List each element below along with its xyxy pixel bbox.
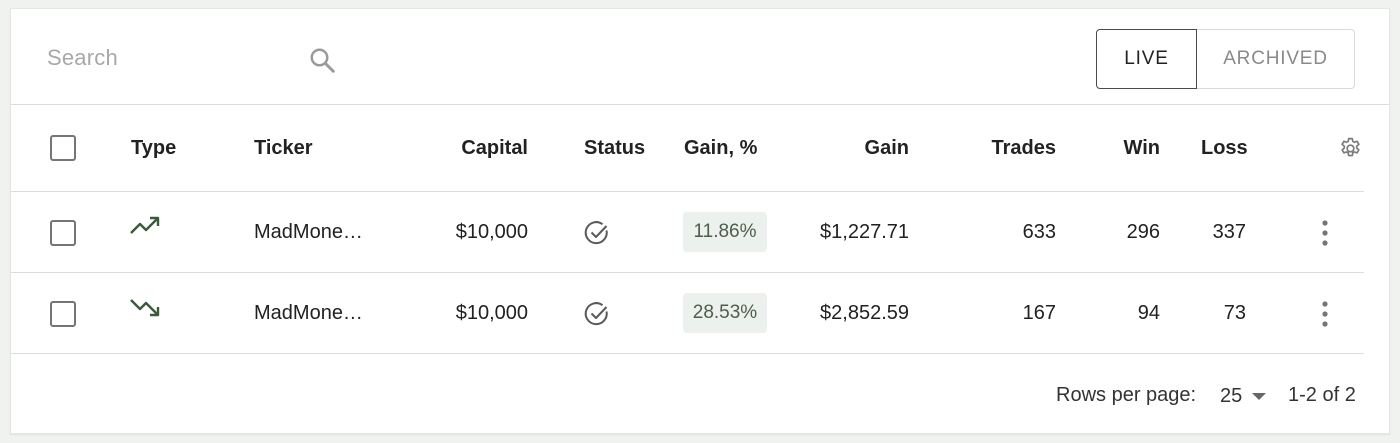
column-header-status[interactable]: Status	[584, 136, 646, 159]
strategies-table: Type Ticker Capital Status Gain, % Gain …	[11, 105, 1364, 354]
column-header-win[interactable]: Win	[1123, 136, 1160, 159]
chevron-down-icon[interactable]	[1252, 392, 1267, 400]
win-cell: 296	[1126, 220, 1160, 243]
capital-cell: $10,000	[455, 220, 528, 243]
column-header-ticker[interactable]: Ticker	[254, 136, 313, 159]
loss-cell: 337	[1212, 220, 1246, 243]
table-header-row: Type Ticker Capital Status Gain, % Gain …	[11, 105, 1364, 192]
column-header-gain[interactable]: Gain	[864, 136, 909, 159]
column-header-loss[interactable]: Loss	[1201, 136, 1248, 159]
gain-percent-badge: 11.86%	[683, 212, 767, 252]
toggle-live-button[interactable]: LIVE	[1096, 29, 1197, 89]
table-toolbar: Search LIVE ARCHIVED	[11, 9, 1389, 105]
check-circle-icon	[584, 302, 608, 326]
column-settings-gear-icon[interactable]	[1338, 136, 1363, 161]
search-input[interactable]: Search	[47, 45, 118, 70]
check-circle-icon	[584, 221, 608, 245]
search-icon[interactable]	[307, 45, 337, 75]
gain-cell: $1,227.71	[820, 220, 909, 243]
table-row[interactable]: MadMone… $10,000 11.86% $1,227.71 633 29…	[11, 192, 1364, 273]
gain-percent-badge: 28.53%	[683, 293, 767, 333]
row-checkbox[interactable]	[50, 220, 76, 246]
trades-cell: 167	[1022, 301, 1056, 324]
trades-cell: 633	[1022, 220, 1056, 243]
row-more-actions-icon[interactable]	[1313, 298, 1337, 330]
toggle-archived-button[interactable]: ARCHIVED	[1197, 29, 1355, 89]
column-header-capital[interactable]: Capital	[461, 136, 528, 159]
select-all-checkbox[interactable]	[50, 135, 76, 161]
win-cell: 94	[1137, 301, 1160, 324]
column-header-type[interactable]: Type	[131, 136, 177, 159]
live-archived-toggle: LIVE ARCHIVED	[1096, 29, 1355, 89]
rows-per-page-select[interactable]: 25	[1220, 382, 1267, 410]
rows-per-page-value[interactable]: 25	[1220, 384, 1243, 407]
ticker-cell: MadMone…	[254, 220, 363, 243]
row-more-actions-icon[interactable]	[1313, 217, 1337, 249]
table-pagination-footer: Rows per page: 25 1-2 of 2	[11, 356, 1389, 434]
loss-cell: 73	[1223, 301, 1246, 324]
ticker-cell: MadMone…	[254, 301, 363, 324]
column-header-trades[interactable]: Trades	[991, 136, 1056, 159]
pagination-range: 1-2 of 2	[1288, 384, 1356, 406]
trending-up-icon	[130, 216, 160, 234]
trending-down-icon	[130, 299, 160, 317]
rows-per-page-label: Rows per page:	[1056, 384, 1197, 406]
column-header-gain-pct[interactable]: Gain, %	[684, 136, 758, 159]
capital-cell: $10,000	[455, 301, 528, 324]
portfolio-table-card: Search LIVE ARCHIVED Type Ticker Capital…	[10, 8, 1390, 434]
gain-cell: $2,852.59	[820, 301, 909, 324]
row-checkbox[interactable]	[50, 301, 76, 327]
table-row[interactable]: MadMone… $10,000 28.53% $2,852.59 167 94…	[11, 273, 1364, 354]
